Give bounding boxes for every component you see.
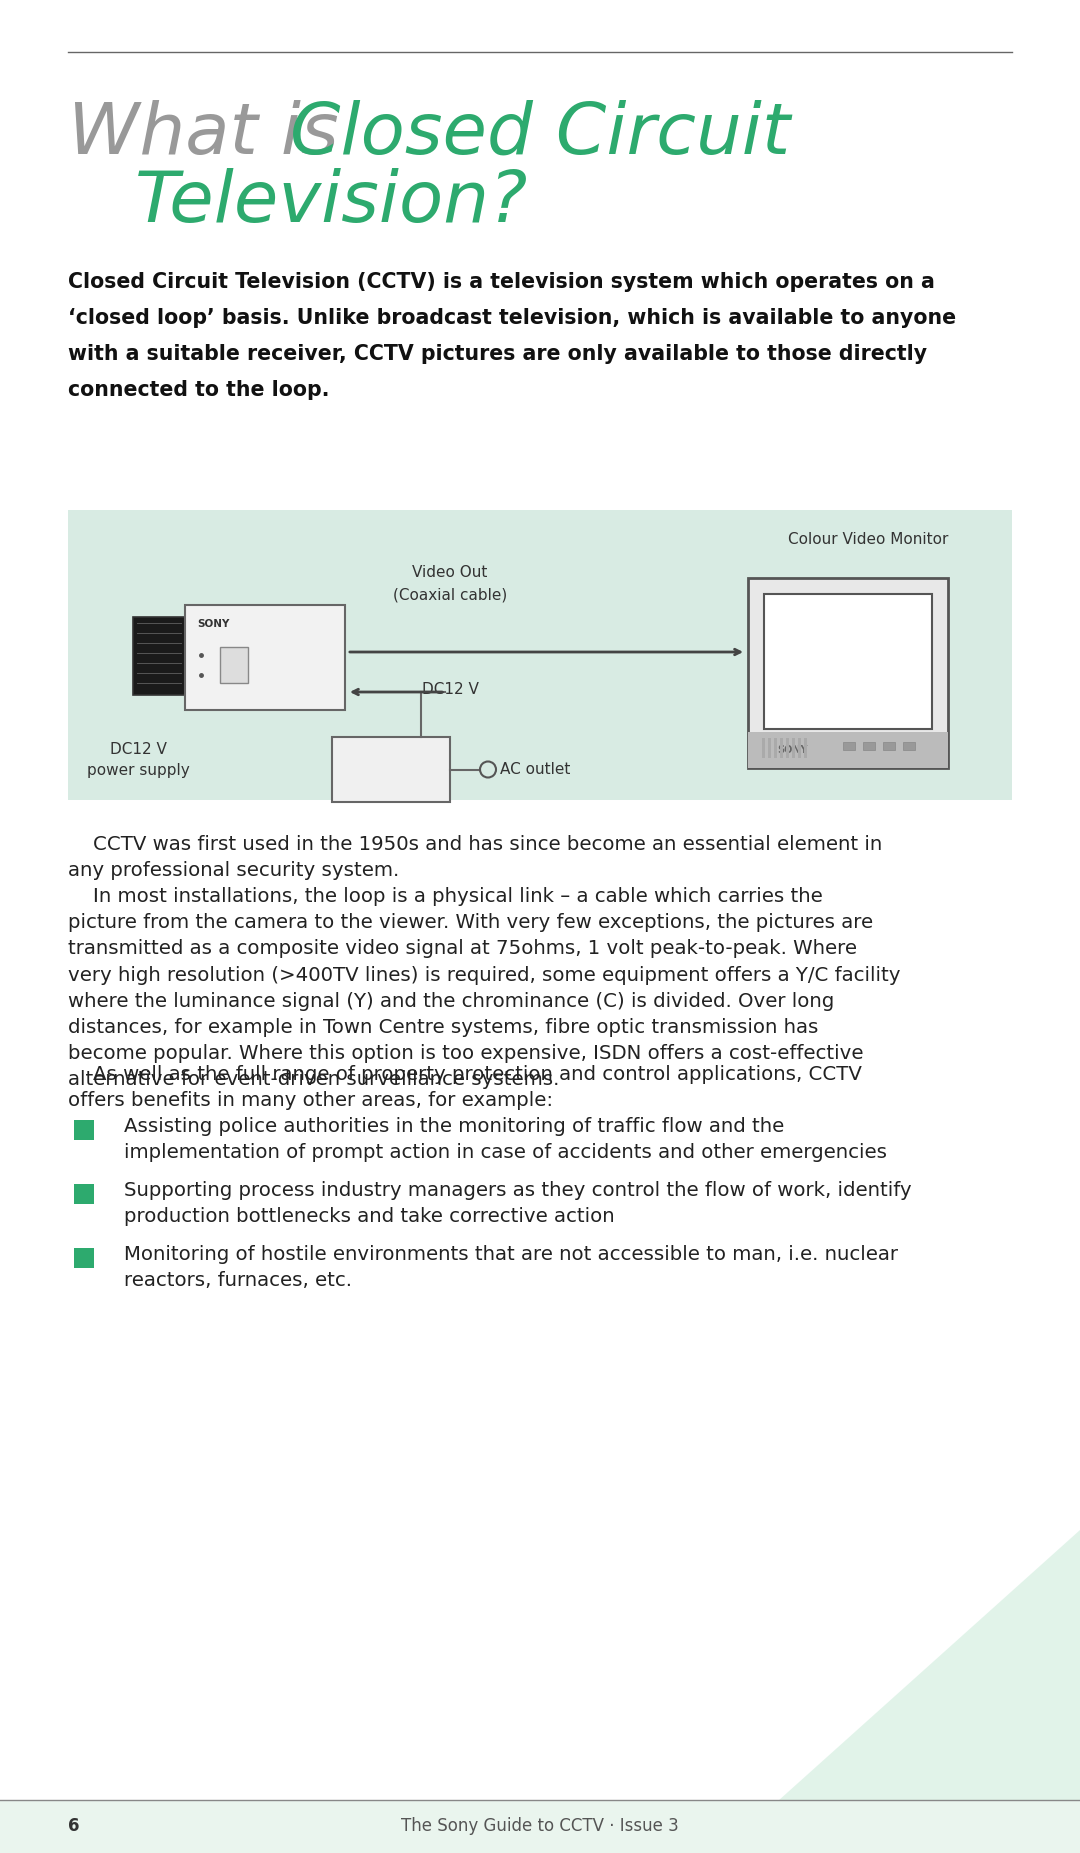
Text: AC outlet: AC outlet [500,762,570,776]
Bar [185,604,345,710]
Text: Closed Circuit: Closed Circuit [291,100,791,169]
Bar [332,737,450,802]
Text: Monitoring of hostile environments that are not accessible to man, i.e. nuclear
: Monitoring of hostile environments that … [124,1245,897,1290]
Text: DC12 V: DC12 V [421,682,478,697]
Bar [780,737,783,758]
Bar [68,510,1012,800]
Bar [764,595,932,728]
Text: Supporting process industry managers as they control the flow of work, identify
: Supporting process industry managers as … [124,1180,912,1227]
Bar [863,741,875,750]
Text: with a suitable receiver, CCTV pictures are only available to those directly: with a suitable receiver, CCTV pictures … [68,345,927,363]
Bar [774,737,777,758]
Bar [762,737,765,758]
Bar [75,1121,94,1140]
Bar [903,741,915,750]
Text: What is: What is [68,100,362,169]
Bar [0,1799,1080,1853]
Bar [792,737,795,758]
Text: connected to the loop.: connected to the loop. [68,380,329,400]
Bar [843,741,855,750]
Text: CCTV was first used in the 1950s and has since become an essential element in
an: CCTV was first used in the 1950s and has… [68,836,882,880]
Bar [75,1249,94,1267]
Text: 6: 6 [68,1818,80,1834]
Bar [133,617,185,695]
Text: In most installations, the loop is a physical link – a cable which carries the
p: In most installations, the loop is a phy… [68,888,901,1090]
Text: Assisting police authorities in the monitoring of traffic flow and the
implement: Assisting police authorities in the moni… [124,1117,887,1162]
Text: Television?: Television? [135,169,528,237]
Text: DC12 V
power supply: DC12 V power supply [86,741,189,778]
Text: Closed Circuit Television (CCTV) is a television system which operates on a: Closed Circuit Television (CCTV) is a te… [68,272,935,293]
Text: SONY: SONY [197,619,229,628]
Text: The Sony Guide to CCTV · Issue 3: The Sony Guide to CCTV · Issue 3 [401,1818,679,1834]
Bar [798,737,801,758]
Bar [883,741,895,750]
Bar [75,1184,94,1204]
Bar [804,737,807,758]
Text: Video Out
(Coaxial cable): Video Out (Coaxial cable) [393,565,508,602]
Text: Colour Video Monitor: Colour Video Monitor [787,532,948,547]
Bar [748,732,948,767]
Bar [768,737,771,758]
Bar [220,647,248,684]
Text: As well as the full range of property protection and control applications, CCTV
: As well as the full range of property pr… [68,1065,862,1110]
Polygon shape [720,1531,1080,1853]
Text: SONY: SONY [778,745,808,754]
Bar [786,737,789,758]
Bar [748,578,948,767]
Text: ‘closed loop’ basis. Unlike broadcast television, which is available to anyone: ‘closed loop’ basis. Unlike broadcast te… [68,308,956,328]
